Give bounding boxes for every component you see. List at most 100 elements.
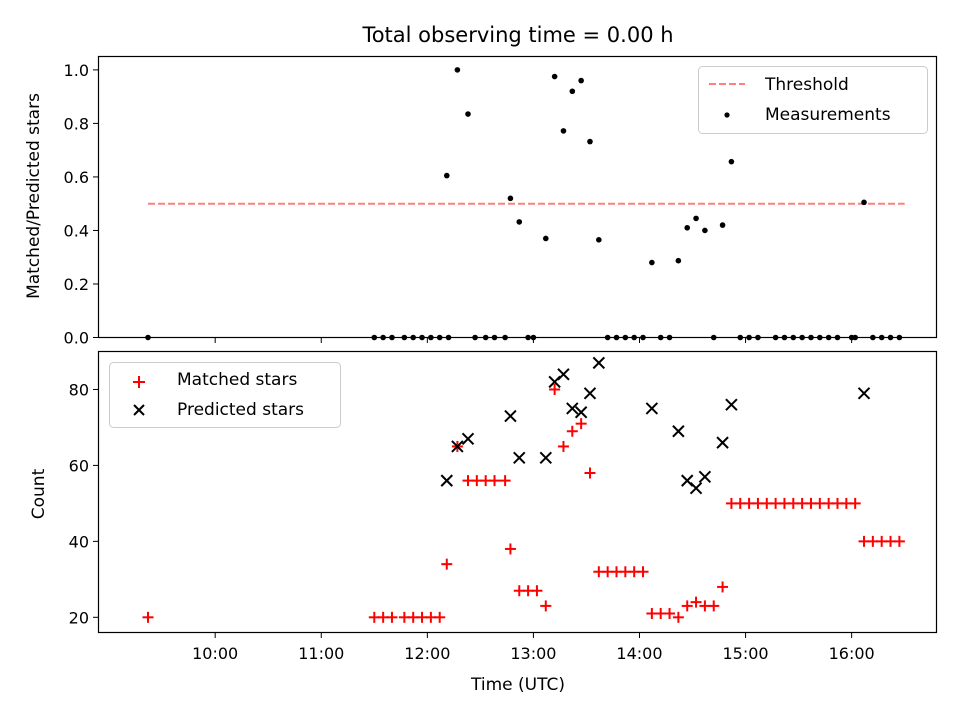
measurement-point (675, 257, 682, 264)
x-tick-label: 16:00 (829, 644, 875, 663)
top-legend: Threshold Measurements (698, 66, 928, 134)
matched-star-point (142, 611, 154, 623)
top-plot-area (145, 67, 905, 341)
predicted-star-point (451, 440, 464, 453)
top-y-axis-title: Matched/Predicted stars (24, 93, 44, 299)
matched-star-point (584, 467, 596, 479)
predicted-star-point (461, 432, 475, 446)
top-y-tick-label: 0.8 (64, 114, 89, 133)
chart-title: Total observing time = 0.00 h (361, 23, 673, 47)
matched-star-point (499, 475, 511, 487)
matched-star-point (566, 425, 578, 437)
measurement-point (578, 77, 584, 84)
matched-star-point (717, 581, 729, 593)
measurement-point (542, 235, 549, 242)
predicted-star-point (504, 409, 517, 423)
measurement-point (507, 195, 514, 202)
matched-star-point (893, 535, 905, 547)
predicted-star-point (539, 451, 552, 465)
matched-star-point (708, 600, 720, 612)
top-y-tick-label: 0.2 (64, 275, 89, 294)
x-tick-label: 15:00 (723, 644, 769, 663)
matched-star-point (441, 558, 453, 570)
predicted-star-point (698, 470, 712, 484)
measurement-point (596, 237, 602, 243)
bottom-y-tick-label: 20 (69, 608, 89, 627)
bottom-y-tick-label: 60 (69, 456, 89, 475)
measurement-point (693, 215, 699, 222)
bottom-legend-box (109, 362, 341, 428)
measurement-point (569, 88, 576, 95)
matched-star-point (664, 608, 676, 620)
top-legend-box (698, 66, 928, 134)
measurement-point (516, 219, 523, 225)
bottom-y-tick-label: 40 (69, 532, 89, 551)
matched-star-point (575, 418, 587, 430)
matched-star-point (549, 383, 561, 395)
top-y-tick-label: 0.6 (64, 168, 89, 187)
matched-stars-legend-label: Matched stars (177, 370, 297, 390)
top-y-tick-label: 1.0 (64, 61, 89, 80)
predicted-star-point (557, 368, 570, 381)
predicted-star-point (513, 451, 526, 465)
matched-star-point (849, 497, 861, 509)
top-y-tick-label: 0.0 (64, 329, 89, 348)
matched-star-point (557, 440, 569, 452)
matched-stars-legend-swatch (133, 376, 145, 388)
predicted-star-point (716, 436, 729, 449)
matched-star-point (540, 600, 552, 612)
x-tick-label: 13:00 (510, 644, 556, 663)
matched-star-point (504, 543, 516, 555)
measurement-point (861, 199, 867, 206)
measurement-point (649, 259, 655, 266)
bottom-y-axis-title: Count (29, 468, 49, 519)
bottom-y-tick-label: 80 (69, 380, 89, 399)
matched-star-point (637, 566, 649, 578)
predicted-star-point (566, 402, 579, 415)
measurements-legend-swatch (724, 112, 730, 118)
matched-star-point (681, 600, 693, 612)
bottom-x-axis-title: Time (UTC) (470, 675, 565, 695)
matched-star-point (489, 475, 501, 487)
measurement-point (443, 172, 450, 179)
predicted-star-point (672, 425, 685, 438)
matched-star-point (672, 611, 684, 623)
bottom-plot-area (142, 356, 905, 623)
threshold-legend-label: Threshold (764, 75, 849, 95)
predicted-stars-legend-swatch (133, 404, 145, 416)
predicted-star-point (583, 387, 597, 400)
matched-star-point (434, 611, 446, 623)
matched-star-point (531, 585, 543, 597)
predicted-star-point (645, 402, 659, 415)
bottom-legend: Matched stars Predicted stars (109, 362, 341, 428)
measurement-point (560, 128, 567, 134)
measurement-point (719, 222, 726, 228)
bottom-axes-frame (97, 350, 938, 634)
x-tick-label: 11:00 (298, 644, 344, 663)
matched-star-point (386, 611, 398, 623)
predicted-star-point (857, 387, 871, 400)
predicted-star-point (725, 398, 738, 411)
matched-star-point (690, 596, 702, 608)
top-y-axis-title-group: Matched/Predicted stars (24, 93, 44, 299)
x-tick-label: 10:00 (192, 644, 238, 663)
measurement-point (587, 138, 593, 145)
predicted-star-point (689, 481, 703, 495)
x-tick-label: 14:00 (616, 644, 662, 663)
predicted-stars-legend-label: Predicted stars (177, 400, 304, 420)
predicted-star-point (574, 406, 588, 419)
measurement-point (702, 227, 708, 234)
x-tick-label: 12:00 (404, 644, 450, 663)
measurement-point (684, 224, 691, 231)
predicted-star-point (592, 356, 606, 370)
top-axes-frame (97, 55, 938, 339)
bottom-y-axis-title-group: Count (29, 468, 49, 519)
measurements-legend-label: Measurements (765, 105, 891, 125)
measurement-point (728, 158, 735, 165)
measurement-point (551, 73, 558, 80)
measurement-point (454, 67, 461, 73)
predicted-star-point (440, 474, 453, 487)
top-y-tick-label: 0.4 (64, 221, 89, 240)
measurement-point (465, 111, 471, 117)
